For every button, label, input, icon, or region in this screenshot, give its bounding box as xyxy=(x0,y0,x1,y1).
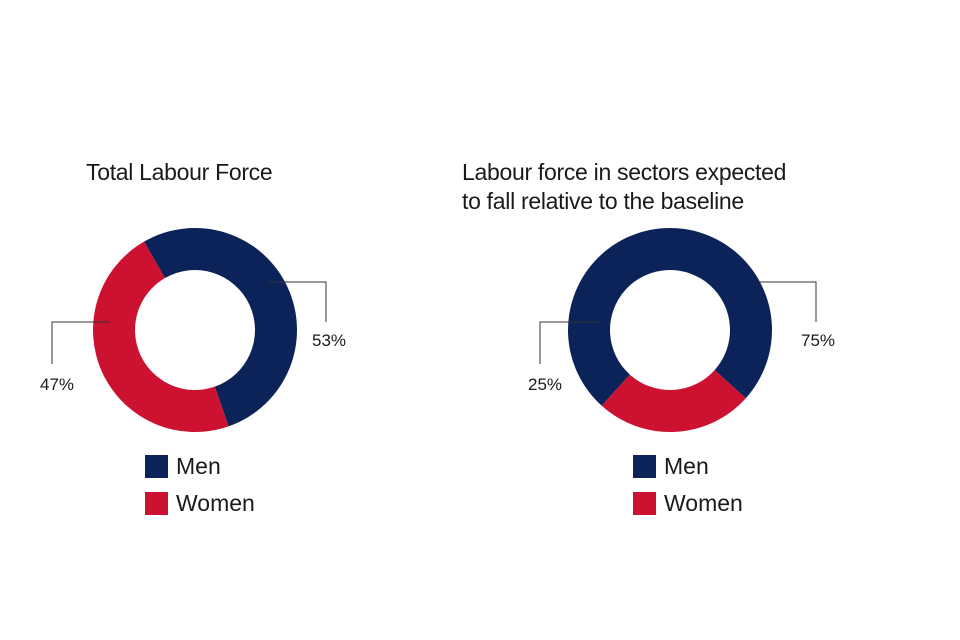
legend-item-women: Women xyxy=(145,485,255,522)
legend-total: Men Women xyxy=(145,448,255,522)
leader-line-women xyxy=(51,321,110,364)
legend-swatch-women xyxy=(633,492,656,515)
chart-title-total-labour-force: Total Labour Force xyxy=(86,159,273,185)
legend-label-men: Men xyxy=(176,453,221,479)
legend-label-men: Men xyxy=(664,453,709,479)
data-label-women: 47% xyxy=(40,375,74,394)
legend-swatch-women xyxy=(145,492,168,515)
data-label-men: 75% xyxy=(801,331,835,350)
legend-item-women: Women xyxy=(633,485,743,522)
donut-slice-men xyxy=(568,228,772,406)
legend-label-women: Women xyxy=(664,490,743,516)
leader-line-men xyxy=(268,281,327,322)
chart-title-line-2: to fall relative to the baseline xyxy=(462,188,744,214)
donut-chart-total: 53% 47% xyxy=(40,228,346,433)
donut-slice-women xyxy=(601,370,746,433)
data-label-men: 53% xyxy=(312,331,346,350)
leader-line-women xyxy=(539,321,598,364)
donut-chart-sectors: 75% 25% xyxy=(528,228,835,433)
legend-label-women: Women xyxy=(176,490,255,516)
legend-item-men: Men xyxy=(145,448,255,485)
legend-sectors: Men Women xyxy=(633,448,743,522)
data-label-women: 25% xyxy=(528,375,562,394)
legend-item-men: Men xyxy=(633,448,743,485)
leader-line-men xyxy=(758,281,817,322)
donut-slice-women xyxy=(92,241,229,433)
donut-slice-men xyxy=(144,228,297,427)
chart-title-line-1: Labour force in sectors expected xyxy=(462,159,787,185)
legend-swatch-men xyxy=(145,455,168,478)
chart-title-sectors-expected-to-fall: Labour force in sectors expected to fall… xyxy=(462,158,786,216)
legend-swatch-men xyxy=(633,455,656,478)
